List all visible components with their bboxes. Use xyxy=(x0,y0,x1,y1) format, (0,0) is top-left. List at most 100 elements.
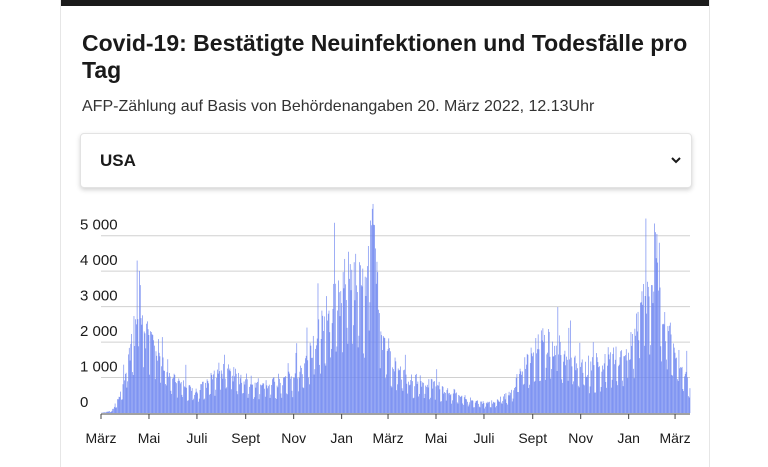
bar xyxy=(110,412,111,413)
bar xyxy=(422,382,423,413)
bar xyxy=(579,342,581,413)
bar xyxy=(191,390,192,413)
bar xyxy=(629,359,631,413)
bar xyxy=(689,388,691,413)
bar xyxy=(181,394,183,413)
bar xyxy=(467,401,468,413)
bar xyxy=(653,291,655,413)
bar xyxy=(559,335,560,413)
bar xyxy=(338,292,340,413)
bar xyxy=(500,396,501,413)
bar xyxy=(356,285,357,413)
bar xyxy=(334,283,336,413)
bar xyxy=(230,371,232,413)
bar xyxy=(328,310,330,413)
bar xyxy=(363,353,364,413)
bar xyxy=(590,361,592,413)
bar xyxy=(544,334,545,413)
bar xyxy=(652,303,654,413)
bar xyxy=(278,373,279,413)
bar xyxy=(282,385,283,413)
bar xyxy=(561,379,563,413)
bar xyxy=(210,372,212,413)
bar xyxy=(621,350,622,413)
bar xyxy=(526,364,527,413)
bar xyxy=(470,397,471,413)
bar xyxy=(141,324,143,413)
y-axis-ticks: 0 1 000 2 000 3 000 4 000 5 000 xyxy=(80,217,118,411)
bar xyxy=(228,370,230,413)
bar xyxy=(456,402,458,413)
bar xyxy=(513,390,515,413)
bar xyxy=(588,355,589,413)
bar xyxy=(166,372,168,413)
bar xyxy=(441,401,442,413)
bar xyxy=(135,319,136,413)
bar xyxy=(429,399,430,413)
bar xyxy=(551,341,553,413)
bar xyxy=(484,408,486,413)
bar xyxy=(345,284,346,413)
bar xyxy=(148,335,150,413)
bar xyxy=(236,391,238,413)
bar xyxy=(365,296,367,413)
bar xyxy=(257,378,259,413)
bar xyxy=(474,407,475,413)
bar xyxy=(342,272,344,413)
bar xyxy=(599,391,601,413)
bar xyxy=(346,327,348,413)
bar xyxy=(216,369,218,413)
bar xyxy=(479,407,481,413)
bar xyxy=(368,330,370,413)
bar xyxy=(347,343,349,413)
bar xyxy=(162,357,164,413)
bar xyxy=(297,391,299,413)
bar xyxy=(574,357,575,413)
bar xyxy=(542,328,544,413)
bar xyxy=(299,371,301,413)
bar xyxy=(537,349,538,413)
bar xyxy=(460,396,462,413)
bar xyxy=(574,355,576,413)
bar xyxy=(627,378,629,413)
bar xyxy=(173,373,175,413)
bar xyxy=(240,374,242,413)
bar xyxy=(305,358,306,413)
bar xyxy=(279,378,280,413)
bar xyxy=(351,269,353,413)
bar xyxy=(641,291,643,413)
bar xyxy=(423,398,425,413)
bar xyxy=(632,368,634,413)
bar xyxy=(235,373,237,413)
bar xyxy=(354,300,356,413)
bar xyxy=(252,384,254,413)
bar xyxy=(324,363,326,413)
bar xyxy=(628,352,629,413)
bar xyxy=(414,386,416,413)
bar xyxy=(312,357,313,413)
bar xyxy=(209,393,211,413)
bar xyxy=(310,345,312,413)
bar xyxy=(445,400,447,413)
bar xyxy=(157,360,158,413)
bar xyxy=(312,335,314,413)
bar xyxy=(545,367,547,413)
bar xyxy=(544,379,546,413)
bar xyxy=(234,376,235,413)
bar xyxy=(339,316,341,413)
bar xyxy=(684,376,685,413)
bar xyxy=(241,382,243,413)
bar xyxy=(614,359,616,413)
bar xyxy=(322,315,324,413)
bar xyxy=(221,373,223,413)
bar xyxy=(333,283,335,413)
bar xyxy=(385,378,386,413)
bar xyxy=(167,359,169,413)
bar xyxy=(332,308,334,413)
country-select[interactable]: USA xyxy=(80,133,692,188)
bar xyxy=(536,353,537,413)
bar xyxy=(259,394,261,413)
bar xyxy=(556,370,558,413)
bar xyxy=(519,368,521,413)
bar xyxy=(618,366,619,413)
